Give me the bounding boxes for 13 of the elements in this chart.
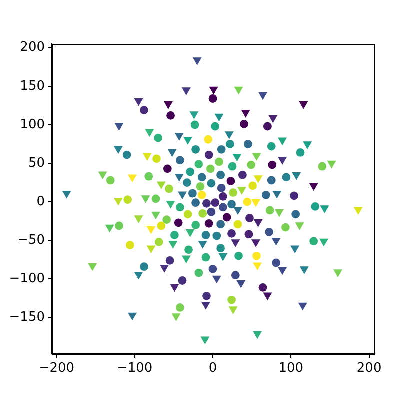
x-tick-label: −200 (38, 361, 75, 376)
x-tick-label: 0 (208, 361, 218, 376)
x-tick-label: −100 (116, 361, 153, 376)
x-tick-label: 100 (278, 361, 304, 376)
y-tick-label: −150 (9, 310, 45, 326)
y-tick-label: 200 (20, 40, 45, 56)
y-tick-label: 150 (20, 78, 45, 94)
y-tick-label: 100 (20, 117, 45, 132)
x-tick-label: 200 (356, 361, 382, 376)
y-tick-label: 50 (28, 156, 45, 171)
y-tick-label: 0 (36, 194, 45, 210)
y-tick-label: −100 (9, 272, 45, 287)
y-tick-label: −50 (18, 233, 45, 248)
